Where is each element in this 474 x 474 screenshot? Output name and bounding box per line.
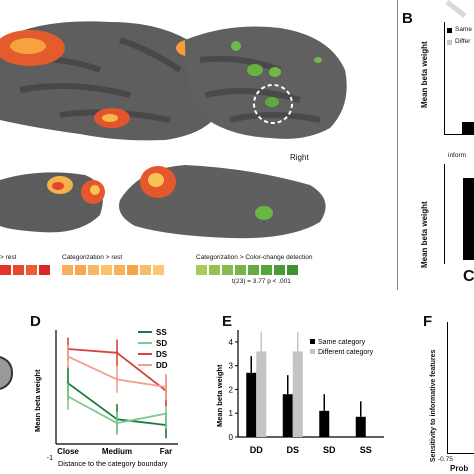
e-x-tick-label: DD (250, 445, 263, 455)
d-y-axis-label: Mean beta weight (33, 369, 42, 432)
panel-b-bottom-yaxis (444, 164, 445, 264)
legend-color-change-label: Categorization > Color-change detection (196, 254, 313, 261)
legend-green-swatch (235, 265, 246, 275)
cropped-stimulus-fragment (0, 356, 14, 390)
e-y-tick-label: 2 (229, 385, 234, 394)
legend-cat-swatch (153, 265, 164, 275)
d-point-SD (66, 395, 70, 398)
legend-categorization-label: Categorization > rest (62, 254, 123, 261)
legend-categorization-scale (62, 265, 164, 275)
brain-right-ventral (119, 165, 326, 239)
right-hemisphere-label: Right (290, 153, 309, 162)
d-x-tick-label: Medium (102, 447, 132, 456)
legend-rest-swatch (39, 265, 50, 275)
panel-b-letter: B (402, 10, 413, 27)
legend-cat-swatch (75, 265, 86, 275)
e-legend-swatch (310, 339, 315, 344)
panel-e-bar-chart: 0 1 2 3 4 DD DS SD SS Mean beta weight Same catego… (215, 330, 384, 455)
legend-rest-swatch (13, 265, 24, 275)
legend-green-swatch (261, 265, 272, 275)
d-x-tick-label: Far (160, 447, 172, 456)
panel-b-corner-mark (445, 0, 467, 20)
legend-rest-swatch (0, 265, 11, 275)
d-point-DD (164, 385, 168, 389)
panel-d-line-chart: Close Medium Far -1 Distance to the category… (33, 328, 178, 468)
panel-b-top-bar (462, 122, 474, 134)
e-bar-DS-different (292, 351, 303, 437)
d-point-DS (115, 351, 119, 354)
legend-rest-label: > rest (0, 254, 17, 261)
e-bar-SD-same (319, 410, 330, 437)
panel-b-top-yaxis (444, 22, 445, 134)
d-y-tick-label: -1 (47, 455, 53, 462)
panel-b-frame (397, 0, 474, 290)
panel-c-letter-fragment: C (463, 268, 474, 285)
e-y-tick-label: 3 (229, 362, 234, 371)
panel-b-sub-label: inform (448, 152, 467, 159)
panel-b-legend-diff: Differ (455, 38, 471, 45)
legend-green-swatch (196, 265, 207, 275)
d-legend-label-SS: SS (156, 328, 167, 337)
d-legend-label-SD: SD (156, 339, 167, 348)
d-x-tick-label: Close (57, 447, 79, 456)
legend-green-swatch (222, 265, 233, 275)
e-bar-DD-different (256, 351, 267, 437)
e-legend-label: Same category (318, 339, 366, 346)
d-legend-label-DS: DS (156, 350, 168, 359)
legend-cat-swatch (88, 265, 99, 275)
legend-green-swatch (274, 265, 285, 275)
d-x-axis-label: Distance to the category boundary (58, 459, 168, 468)
panel-b-legend-swatch-same (447, 28, 452, 33)
e-legend-swatch (310, 349, 315, 354)
legend-color-change-scale (196, 265, 298, 275)
legend-green-swatch (248, 265, 259, 275)
panel-f-ylabel: Sensitivity to informative features (430, 349, 437, 462)
e-y-tick-label: 4 (229, 338, 234, 347)
e-x-tick-label: SS (360, 445, 372, 455)
panel-b-legend-swatch-diff (447, 40, 452, 45)
brain-right-lateral (185, 26, 347, 139)
panel-b-bottom-bar (463, 178, 474, 260)
e-bar-SS-same (355, 416, 366, 437)
e-x-tick-label: SD (323, 445, 336, 455)
e-y-axis-label: Mean beta weight (215, 364, 224, 427)
e-legend-label: Different category (318, 349, 374, 356)
panel-b-top-xaxis (444, 134, 474, 135)
panel-f-letter: F (423, 313, 433, 330)
brain-surface-renderings (0, 21, 347, 239)
panel-f-xaxis (447, 453, 474, 454)
panel-f-xtick: -0.75 (438, 456, 453, 463)
legend-cat-swatch (114, 265, 125, 275)
panel-f-yaxis (447, 322, 448, 454)
stat-threshold: t(23) = 3.77 p < .001 (232, 278, 291, 285)
panel-b-bottom-ylabel: Mean beta weight (420, 201, 429, 268)
legend-cat-swatch (101, 265, 112, 275)
e-bar-DS-same (282, 394, 293, 437)
legend-green-swatch (287, 265, 298, 275)
legend-cat-swatch (62, 265, 73, 275)
legend-rest-scale (0, 265, 50, 275)
legend-cat-swatch (140, 265, 151, 275)
brain-left-ventral (0, 172, 105, 233)
e-bar-DD-same (246, 372, 257, 437)
e-x-tick-label: DS (286, 445, 299, 455)
panel-d-letter: D (30, 313, 41, 330)
panel-f-xlabel-fragment: Prob (450, 464, 469, 473)
e-y-tick-label: 1 (229, 409, 234, 418)
panel-b-top-ylabel: Mean beta weight (420, 41, 429, 108)
legend-green-swatch (209, 265, 220, 275)
panel-b-legend-same: Same (455, 26, 472, 33)
d-point-SD (164, 412, 168, 415)
d-legend-label-DD: DD (156, 361, 168, 370)
d-point-SD (115, 421, 119, 425)
legend-rest-swatch (26, 265, 37, 275)
d-point-DD (66, 355, 70, 358)
panel-e-letter: E (222, 313, 233, 330)
d-point-DD (115, 378, 119, 381)
e-y-tick-label: 0 (229, 433, 234, 442)
legend-cat-swatch (127, 265, 138, 275)
